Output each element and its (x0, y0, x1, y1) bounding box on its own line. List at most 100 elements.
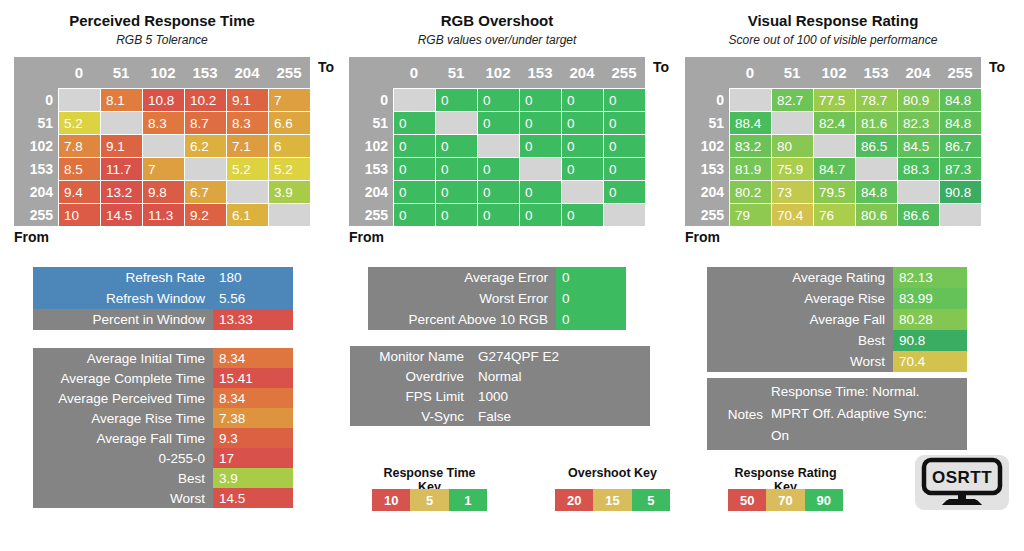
stat-value: G274QPF E2 (472, 346, 650, 366)
heatmap-cell: 76 (813, 203, 855, 226)
heatmap-cell: 0 (561, 203, 603, 226)
notes-label: Notes (707, 407, 763, 422)
notes-block: Notes Response Time: Normal.MPRT Off. Ada… (707, 378, 967, 450)
osrtt-results-page: Perceived Response TimeRGB 5 Tolerance05… (0, 0, 1024, 551)
stat-value: 15.41 (213, 368, 293, 388)
heatmap-cell: 6.2 (184, 134, 226, 157)
row-header: 204 (685, 180, 729, 203)
heatmap-cell: 84.8 (939, 88, 981, 111)
heatmap-cell: 5.2 (58, 111, 100, 134)
heatmap-cell: 10 (58, 203, 100, 226)
stat-label: Percent Above 10 RGB (368, 309, 556, 330)
stat-row-monitor_info: OverdriveNormal (350, 366, 650, 386)
heatmap-cell: 0 (519, 180, 561, 203)
stat-label: Average Rise Time (33, 408, 213, 428)
stat-value: 180 (213, 267, 293, 288)
heatmap-cell: 6.7 (184, 180, 226, 203)
col-header: 0 (729, 57, 771, 88)
col-header: 102 (813, 57, 855, 88)
stat-value: 3.9 (213, 468, 293, 488)
heatmap-cell: 0 (435, 88, 477, 111)
row-header: 51 (685, 111, 729, 134)
stat-row-monitor_info: V-SyncFalse (350, 406, 650, 426)
heatmap-cell: 88.4 (729, 111, 771, 134)
axis-to-label: To (989, 59, 1005, 75)
stat-row-rating_summary: Average Rise83.99 (707, 288, 967, 309)
row-header: 102 (685, 134, 729, 157)
heatmap-cell: 80.2 (729, 180, 771, 203)
heatmap-cell: 0 (561, 157, 603, 180)
stat-label: Worst (707, 351, 893, 372)
stat-row-rating_summary: Average Rating82.13 (707, 267, 967, 288)
heatmap-cell (939, 203, 981, 226)
col-header: 204 (897, 57, 939, 88)
heatmap-cell: 0 (477, 203, 519, 226)
key-cell: 90 (805, 489, 843, 511)
stat-value: 7.38 (213, 408, 293, 428)
stat-label: FPS Limit (350, 386, 472, 406)
heatmap-cell: 7.1 (226, 134, 268, 157)
stat-value: 13.33 (213, 309, 293, 330)
stat-value: 0 (556, 309, 626, 330)
col-header: 153 (184, 57, 226, 88)
stat-row-response_summary: Best3.9 (33, 468, 293, 488)
key-cell: 10 (372, 489, 410, 511)
heatmap-cell: 0 (393, 111, 435, 134)
stat-label: Worst (33, 488, 213, 508)
notes-line: MPRT Off. Adaptive Sync: (771, 403, 927, 425)
heatmap-cell: 8.3 (226, 111, 268, 134)
stat-value: 0 (556, 288, 626, 309)
heatmap-cell: 5.2 (226, 157, 268, 180)
col-header: 153 (519, 57, 561, 88)
col-header: 255 (939, 57, 981, 88)
stat-row-monitor_info: Monitor NameG274QPF E2 (350, 346, 650, 366)
axis-from-label: From (14, 229, 49, 245)
stat-label: 0-255-0 (33, 448, 213, 468)
heatmap-cell: 75.9 (771, 157, 813, 180)
heatmap-title: RGB Overshoot (349, 12, 645, 29)
row-header: 0 (349, 88, 393, 111)
stat-row-rating_summary: Average Fall80.28 (707, 309, 967, 330)
stat-row-response_summary: Average Initial Time8.34 (33, 348, 293, 368)
stat-row-response_summary: Average Rise Time7.38 (33, 408, 293, 428)
heatmap-cell: 0 (435, 180, 477, 203)
key-cell: 15 (593, 489, 631, 511)
heatmap-cell: 8.1 (100, 88, 142, 111)
axis-from-label: From (349, 229, 384, 245)
row-header: 51 (349, 111, 393, 134)
stat-label: Monitor Name (350, 346, 472, 366)
heatmap-cell (771, 111, 813, 134)
heatmap-cell: 0 (603, 134, 645, 157)
stat-row-error_summary: Worst Error0 (368, 288, 626, 309)
stat-label: Average Fall Time (33, 428, 213, 448)
heatmap-cell: 0 (519, 111, 561, 134)
heatmap-cell: 80 (771, 134, 813, 157)
notes-line: Response Time: Normal. (771, 381, 927, 403)
heatmap-cell: 0 (393, 180, 435, 203)
row-header: 102 (349, 134, 393, 157)
row-header: 153 (685, 157, 729, 180)
stat-label: Average Complete Time (33, 368, 213, 388)
monitor-icon: OSRTT (915, 455, 1009, 510)
row-header: 204 (14, 180, 58, 203)
heatmap-cell: 0 (519, 203, 561, 226)
heatmap-cell: 11.3 (142, 203, 184, 226)
heatmap-cell (855, 157, 897, 180)
row-header: 102 (14, 134, 58, 157)
key-cell: 5 (410, 489, 448, 511)
axis-to-label: To (318, 59, 334, 75)
stat-row-response_summary: Average Fall Time9.3 (33, 428, 293, 448)
stat-row-response_summary: Average Complete Time15.41 (33, 368, 293, 388)
heatmap-cell: 7 (142, 157, 184, 180)
heatmap-cell: 86.7 (939, 134, 981, 157)
heatmap-cell: 8.7 (184, 111, 226, 134)
stat-row-refresh: Refresh Rate180 (33, 267, 293, 288)
col-header: 153 (855, 57, 897, 88)
stat-row-error_summary: Average Error0 (368, 267, 626, 288)
stat-value: 8.34 (213, 388, 293, 408)
heatmap-cell: 81.9 (729, 157, 771, 180)
heatmap-title: Perceived Response Time (14, 12, 310, 29)
stat-label: Worst Error (368, 288, 556, 309)
heatmap-cell: 0 (561, 88, 603, 111)
stat-label: Average Fall (707, 309, 893, 330)
